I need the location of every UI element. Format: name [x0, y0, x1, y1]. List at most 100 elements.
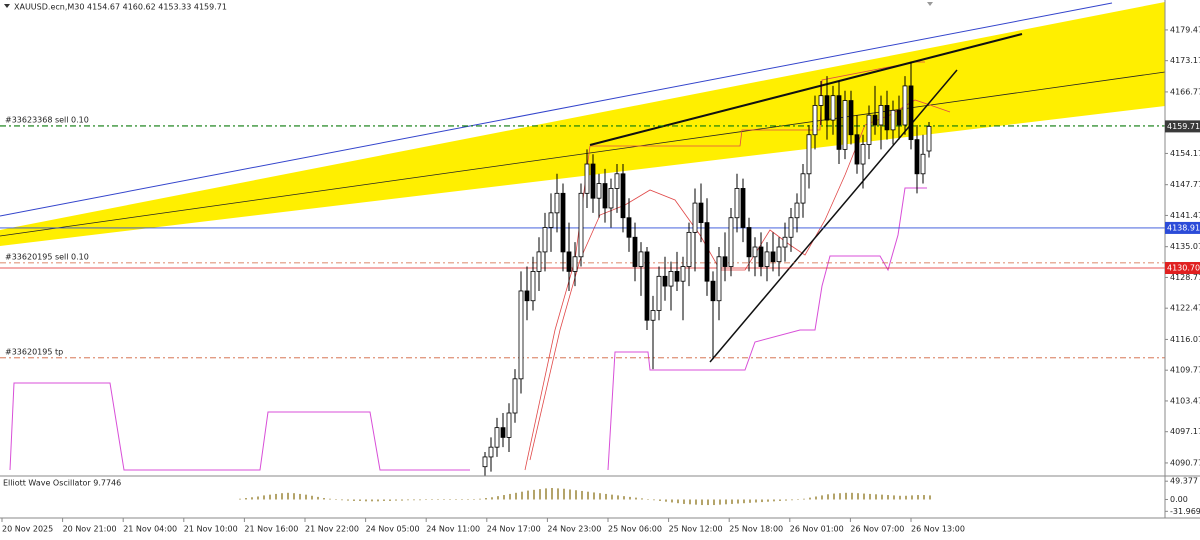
osc-bar — [479, 498, 481, 500]
osc-bar — [563, 488, 565, 500]
y-tick-label: 4103.47 — [1170, 396, 1200, 405]
candle-body — [632, 236, 638, 267]
x-tick-label: 25 Nov 06:00 — [608, 525, 662, 534]
candle-body — [638, 251, 644, 267]
x-tick-label: 25 Nov 12:00 — [669, 525, 723, 534]
upper-band — [524, 61, 925, 471]
candle-body — [494, 427, 500, 448]
osc-bar — [755, 499, 757, 503]
osc-bar — [323, 498, 325, 500]
osc-bar — [761, 499, 763, 503]
axes: 4179.47 4173.17 4166.77 4154.17 4147.77 4141.… — [1, 25, 1200, 534]
osc-bar — [341, 499, 343, 501]
osc-bar — [263, 495, 265, 500]
candle-body — [836, 95, 842, 150]
osc-bar — [737, 499, 739, 504]
osc-bar — [257, 496, 259, 500]
candle-body — [518, 290, 524, 380]
candle-body — [668, 271, 674, 287]
osc-bar — [875, 494, 877, 500]
osc-tick-label: 0.00 — [1170, 495, 1188, 504]
osc-bar — [809, 497, 811, 500]
candle-body — [584, 163, 590, 194]
candle-body — [878, 105, 884, 126]
oscillator-title: Elliott Wave Oscillator 9.7746 — [3, 479, 121, 488]
candle-body — [500, 427, 506, 438]
osc-bar — [299, 493, 301, 500]
osc-bar — [659, 499, 661, 501]
osc-bar — [719, 499, 721, 505]
osc-bar — [821, 495, 823, 500]
osc-bar — [359, 499, 361, 501]
oscillator: 49.377 0.00 -31.9693 — [239, 477, 1200, 516]
candle-body — [842, 100, 848, 150]
osc-bar — [665, 499, 667, 502]
osc-bar — [293, 493, 295, 500]
osc-bar — [905, 495, 907, 500]
x-tick-label: 21 Nov 10:00 — [184, 525, 238, 534]
candle-body — [566, 251, 572, 272]
candle-body — [926, 125, 932, 152]
osc-bar — [311, 495, 313, 500]
x-tick-label: 26 Nov 07:00 — [850, 525, 904, 534]
osc-bar — [557, 488, 559, 500]
lower-band-left — [9, 382, 470, 471]
y-tick-label: 4128.77 — [1170, 273, 1200, 282]
osc-bar — [467, 499, 469, 500]
candle-body — [692, 202, 698, 233]
osc-bar — [845, 492, 847, 500]
candle-body — [560, 192, 566, 253]
candle-body — [770, 251, 776, 263]
osc-bar — [713, 499, 715, 506]
price-tag — [1165, 262, 1200, 275]
y-tick-label: 4154.17 — [1170, 149, 1200, 158]
candle-body — [776, 246, 782, 263]
osc-tick-label: 49.377 — [1170, 477, 1198, 486]
price-tag — [1165, 221, 1200, 234]
x-tick-label: 20 Nov 21:00 — [63, 525, 117, 534]
osc-bar — [305, 494, 307, 500]
osc-bar — [395, 499, 397, 501]
candle-body — [896, 109, 902, 126]
osc-bar — [473, 499, 475, 500]
candle-body — [854, 134, 860, 165]
osc-bar — [839, 493, 841, 500]
osc-bar — [869, 493, 871, 500]
candle-body — [752, 246, 758, 258]
osc-bar — [401, 499, 403, 501]
osc-bar — [443, 499, 445, 500]
candle-body — [902, 85, 908, 126]
price-tag — [1165, 120, 1200, 133]
osc-bar — [461, 499, 463, 500]
price-tag-label: 4159.71 — [1167, 122, 1200, 131]
osc-bar — [749, 499, 751, 503]
candle-body — [764, 251, 770, 267]
y-tick-label: 4135.07 — [1170, 242, 1200, 251]
candle-body — [626, 217, 632, 238]
osc-bar — [533, 489, 535, 500]
y-tick-label: 4116.07 — [1170, 335, 1200, 344]
osc-bar — [623, 496, 625, 500]
x-tick-label: 26 Nov 01:00 — [790, 525, 844, 534]
candle-body — [512, 378, 518, 414]
osc-bar — [881, 494, 883, 500]
osc-bar — [335, 499, 337, 500]
candle-body — [644, 251, 650, 321]
osc-bar — [485, 498, 487, 500]
candle-body — [830, 95, 836, 121]
y-tick-label: 4147.77 — [1170, 180, 1200, 189]
osc-bar — [287, 492, 289, 500]
candle-body — [818, 95, 824, 106]
osc-bar — [611, 494, 613, 500]
osc-bar — [653, 499, 655, 501]
candle-body — [674, 271, 680, 282]
candle-body — [728, 217, 734, 267]
osc-bar — [449, 499, 451, 500]
candle-body — [746, 227, 752, 258]
osc-bar — [269, 494, 271, 500]
candle-body — [596, 183, 602, 199]
osc-bar — [431, 499, 433, 500]
osc-bar — [629, 496, 631, 500]
candle-body — [920, 153, 926, 175]
osc-bar — [791, 499, 793, 501]
